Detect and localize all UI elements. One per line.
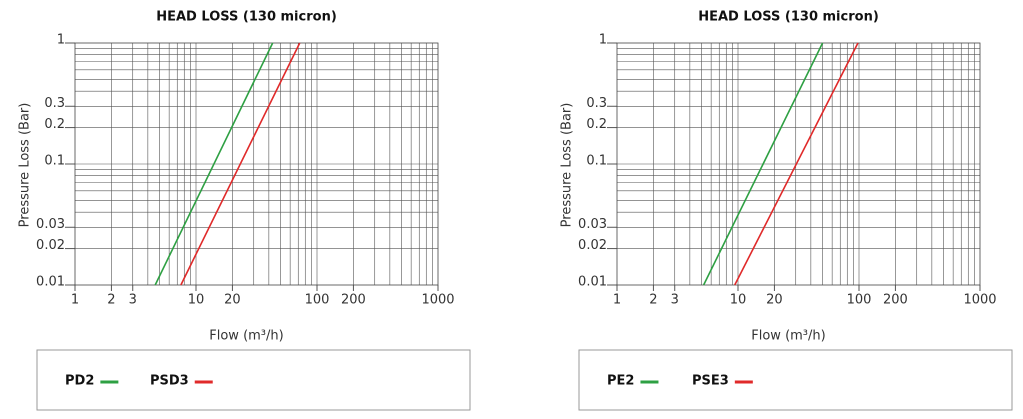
legend-label: PSD3 bbox=[150, 374, 189, 389]
x-tick-label: 1 bbox=[71, 293, 79, 308]
legend-label: PD2 bbox=[65, 374, 94, 389]
legend-box bbox=[36, 349, 471, 411]
y-tick-label: 0.1 bbox=[44, 154, 65, 169]
x-tick-label: 200 bbox=[341, 293, 366, 308]
x-tick-label: 20 bbox=[224, 293, 241, 308]
legend-label: PE2 bbox=[607, 374, 634, 389]
x-axis-label: Flow (m³/h) bbox=[209, 329, 283, 344]
chart-title: HEAD LOSS (130 micron) bbox=[698, 10, 879, 25]
plot-frame bbox=[616, 42, 981, 286]
x-tick-label: 100 bbox=[305, 293, 330, 308]
y-tick-label: 1 bbox=[57, 33, 65, 48]
y-tick-label: 0.3 bbox=[586, 96, 607, 111]
x-tick-label: 20 bbox=[766, 293, 783, 308]
x-tick-label: 10 bbox=[188, 293, 205, 308]
x-tick-label: 2 bbox=[649, 293, 657, 308]
y-tick-label: 0.2 bbox=[586, 117, 607, 132]
series-line bbox=[154, 42, 274, 286]
y-tick-label: 0.01 bbox=[36, 275, 65, 290]
x-tick-label: 10 bbox=[730, 293, 747, 308]
chart-title: HEAD LOSS (130 micron) bbox=[156, 10, 337, 25]
y-tick-label: 0.03 bbox=[578, 217, 607, 232]
y-tick-label: 0.2 bbox=[44, 117, 65, 132]
legend-box bbox=[578, 349, 1013, 411]
x-tick-label: 200 bbox=[883, 293, 908, 308]
x-tick-label: 3 bbox=[129, 293, 137, 308]
x-tick-label: 1000 bbox=[963, 293, 996, 308]
series-line bbox=[734, 42, 859, 286]
y-tick-label: 0.02 bbox=[578, 238, 607, 253]
x-tick-label: 1 bbox=[613, 293, 621, 308]
y-tick-label: 0.03 bbox=[36, 217, 65, 232]
y-tick-label: 0.3 bbox=[44, 96, 65, 111]
x-tick-label: 100 bbox=[847, 293, 872, 308]
y-axis-label: Pressure Loss (Bar) bbox=[560, 103, 575, 228]
y-axis-label: Pressure Loss (Bar) bbox=[18, 103, 33, 228]
x-axis-label: Flow (m³/h) bbox=[751, 329, 825, 344]
x-tick-label: 3 bbox=[671, 293, 679, 308]
plot-frame bbox=[74, 42, 439, 286]
series-line bbox=[180, 42, 301, 286]
legend-label: PSE3 bbox=[692, 374, 729, 389]
y-tick-label: 1 bbox=[599, 33, 607, 48]
x-tick-label: 2 bbox=[107, 293, 115, 308]
x-tick-label: 1000 bbox=[421, 293, 454, 308]
y-tick-label: 0.1 bbox=[586, 154, 607, 169]
series-line bbox=[702, 42, 824, 286]
y-tick-label: 0.02 bbox=[36, 238, 65, 253]
y-tick-label: 0.01 bbox=[578, 275, 607, 290]
